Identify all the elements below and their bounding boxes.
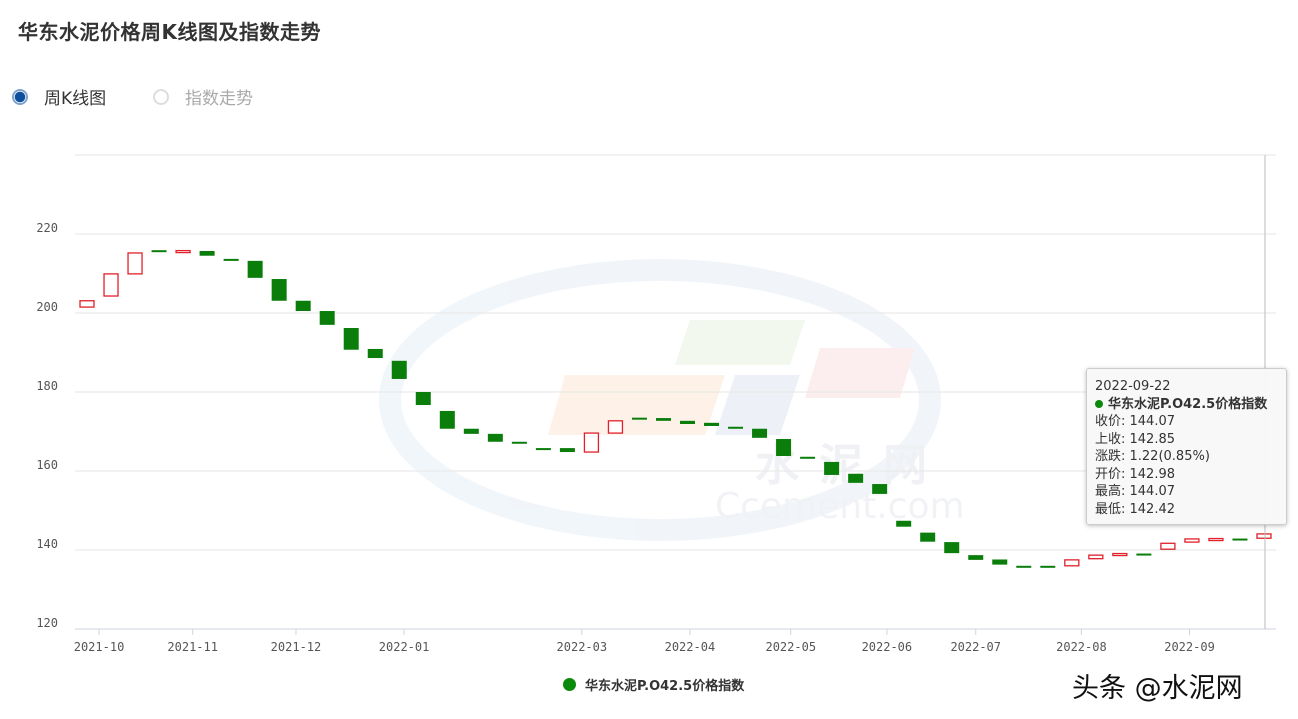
y-tick-label: 220 <box>36 221 58 235</box>
candle-down[interactable] <box>247 260 263 278</box>
candle-down[interactable] <box>752 428 768 438</box>
candle-down[interactable] <box>463 428 479 434</box>
candle-down[interactable] <box>391 360 407 379</box>
candle-down[interactable] <box>151 250 167 253</box>
x-tick-label: 2022-01 <box>379 640 430 654</box>
candle-down[interactable] <box>992 559 1008 565</box>
page-title: 华东水泥价格周K线图及指数走势 <box>18 20 321 44</box>
radio-weekly-kline[interactable]: 周K线图 <box>12 84 106 109</box>
candle-down[interactable] <box>680 420 695 424</box>
candle-down[interactable] <box>487 433 503 442</box>
tooltip-open: 开价: 142.98 <box>1095 466 1175 482</box>
y-tick-label: 160 <box>36 458 58 472</box>
x-tick-label: 2021-12 <box>271 640 322 654</box>
candle-down[interactable] <box>848 473 864 483</box>
candle-up[interactable] <box>175 249 191 254</box>
candle-down[interactable] <box>295 300 311 312</box>
candle-down[interactable] <box>920 532 936 542</box>
candle-down[interactable] <box>319 311 335 325</box>
candle-up[interactable] <box>607 420 624 434</box>
candle-up[interactable] <box>1112 552 1128 557</box>
radio-label: 周K线图 <box>44 89 107 109</box>
x-tick-label: 2022-09 <box>1164 640 1215 654</box>
tooltip: 2022-09-22 华东水泥P.O42.5价格指数 收价: 144.07 上收… <box>1086 368 1287 525</box>
candle-up[interactable] <box>1256 533 1272 539</box>
candle-up[interactable] <box>1088 554 1104 560</box>
candle-down[interactable] <box>896 520 912 527</box>
candle-down[interactable] <box>655 418 671 421</box>
tooltip-prev-close: 上收: 142.85 <box>1095 431 1175 447</box>
tooltip-low: 最低: 142.42 <box>1095 501 1175 517</box>
candle-down[interactable] <box>1232 538 1248 541</box>
corner-watermark: 头条 @水泥网 <box>1072 673 1243 704</box>
candle-down[interactable] <box>704 422 720 426</box>
radio-unselected-icon[interactable] <box>153 88 169 105</box>
svg-text:Ccement.com: Ccement.com <box>715 486 965 527</box>
tooltip-series: 华东水泥P.O42.5价格指数 <box>1108 396 1268 412</box>
candle-down[interactable] <box>271 279 287 301</box>
candle-down[interactable] <box>800 456 816 459</box>
candle-down[interactable] <box>631 417 647 420</box>
candle-down[interactable] <box>944 542 960 554</box>
candle-down[interactable] <box>559 448 575 453</box>
legend-item[interactable]: 华东水泥P.O42.5价格指数 <box>563 675 744 694</box>
candle-down[interactable] <box>728 426 744 429</box>
candle-up[interactable] <box>79 300 95 308</box>
watermark-logo: 水泥网 Ccement.com <box>379 259 965 541</box>
y-tick-label: 180 <box>36 379 58 393</box>
candle-down[interactable] <box>535 448 551 451</box>
x-tick-label: 2022-08 <box>1056 640 1107 654</box>
candle-down[interactable] <box>872 484 888 494</box>
x-tick-label: 2022-04 <box>665 640 716 654</box>
candle-up[interactable] <box>1160 542 1176 550</box>
radio-label: 指数走势 <box>185 89 253 109</box>
y-tick-label: 200 <box>36 300 58 314</box>
candle-up[interactable] <box>1184 538 1200 543</box>
tooltip-change: 涨跌: 1.22(0.85%) <box>1095 449 1210 464</box>
candle-down[interactable] <box>367 348 383 359</box>
candle-down[interactable] <box>1136 553 1152 556</box>
candle-up[interactable] <box>103 273 119 297</box>
candle-down[interactable] <box>223 258 239 261</box>
x-tick-label: 2022-06 <box>862 640 913 654</box>
y-tick-label: 120 <box>36 616 58 630</box>
legend-label: 华东水泥P.O42.5价格指数 <box>585 679 745 694</box>
candle-up[interactable] <box>1064 559 1080 567</box>
candle-down[interactable] <box>1040 565 1056 568</box>
candle-down[interactable] <box>824 461 840 475</box>
candle-down[interactable] <box>511 441 527 444</box>
candle-up[interactable] <box>1208 537 1224 542</box>
y-tick-label: 140 <box>36 537 58 551</box>
candle-down[interactable] <box>439 410 455 429</box>
radio-index-trend[interactable]: 指数走势 <box>153 84 253 109</box>
x-tick-label: 2022-05 <box>765 640 816 654</box>
x-tick-label: 2021-11 <box>167 640 218 654</box>
tooltip-close: 收价: 144.07 <box>1095 414 1175 429</box>
series-dot-icon <box>1095 399 1103 408</box>
candle-up[interactable] <box>583 432 600 453</box>
candle-down[interactable] <box>415 392 431 406</box>
candle-down[interactable] <box>1016 565 1032 568</box>
candle-down[interactable] <box>776 439 792 456</box>
candle-up[interactable] <box>127 252 143 275</box>
x-tick-label: 2021-10 <box>74 640 125 654</box>
tooltip-high: 最高: 144.07 <box>1095 484 1175 499</box>
candle-down[interactable] <box>343 328 359 350</box>
x-tick-label: 2022-07 <box>950 640 1001 654</box>
tooltip-date: 2022-09-22 <box>1095 379 1171 394</box>
x-tick-label: 2022-03 <box>557 640 608 654</box>
candle-down[interactable] <box>199 250 215 256</box>
radio-selected-icon[interactable] <box>12 88 28 105</box>
candle-down[interactable] <box>968 555 984 560</box>
legend-dot-icon <box>563 678 576 691</box>
